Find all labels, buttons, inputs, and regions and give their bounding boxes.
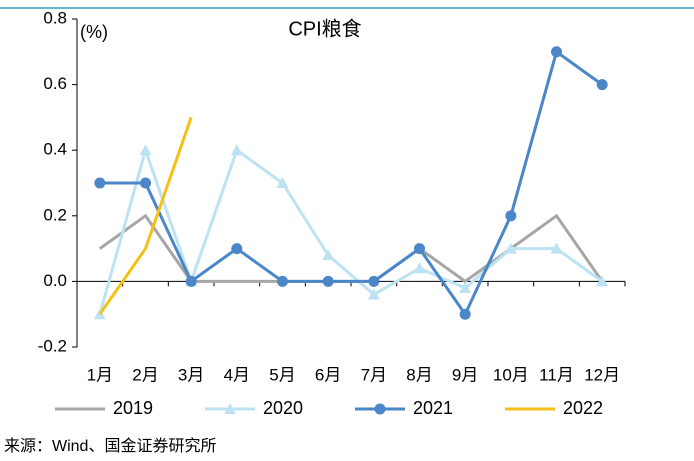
- point: [94, 177, 106, 189]
- point: [368, 275, 380, 287]
- y-tick-label: 0.2: [43, 205, 67, 224]
- legend-label: 2020: [263, 398, 303, 418]
- legend-label: 2021: [413, 398, 453, 418]
- x-tick-label: 2月: [132, 365, 158, 384]
- x-tick-label: 11月: [539, 365, 574, 384]
- point: [322, 275, 334, 287]
- point: [596, 275, 609, 287]
- series-line: [98, 145, 604, 315]
- y-tick-label: 0.4: [43, 140, 67, 159]
- series-line: [99, 49, 604, 318]
- point: [550, 242, 563, 254]
- point: [140, 177, 151, 189]
- point: [185, 275, 197, 287]
- point: [414, 243, 425, 255]
- legend-marker: [224, 403, 236, 414]
- point: [459, 281, 472, 293]
- point: [367, 288, 380, 300]
- y-tick-label: -0.2: [38, 336, 67, 355]
- point: [459, 308, 471, 320]
- x-tick-label: 8月: [406, 365, 432, 384]
- point: [277, 275, 288, 287]
- x-tick-label: 4月: [224, 365, 250, 384]
- series-line: [98, 116, 193, 316]
- point: [322, 249, 335, 261]
- x-tick-label: 3月: [178, 365, 204, 384]
- source: 来源：Wind、国金证券研究所: [4, 437, 216, 455]
- point: [230, 144, 243, 156]
- x-tick-label: 5月: [269, 365, 295, 384]
- chart-title: CPI粮食: [288, 17, 361, 40]
- legend-label: 2019: [113, 398, 153, 418]
- y-tick-label: 0.8: [43, 8, 67, 27]
- point: [504, 242, 517, 254]
- y-tick-label: 0.6: [43, 74, 67, 93]
- point: [231, 243, 243, 255]
- x-tick-label: 1月: [87, 365, 113, 384]
- y-tick-label: 0.0: [43, 271, 67, 290]
- point: [551, 46, 562, 58]
- legend-label: 2022: [563, 398, 603, 418]
- point: [139, 144, 152, 156]
- x-tick-label: 9月: [452, 365, 478, 384]
- x-tick-label: 10月: [493, 365, 529, 384]
- legend-marker: [374, 403, 386, 415]
- x-tick-label: 12月: [584, 365, 620, 384]
- x-tick-label: 7月: [361, 365, 387, 384]
- point: [413, 262, 426, 274]
- y-axis-label: (%): [80, 22, 108, 42]
- x-tick-label: 6月: [315, 365, 341, 384]
- point: [596, 79, 608, 91]
- point: [505, 210, 517, 222]
- point: [276, 177, 289, 188]
